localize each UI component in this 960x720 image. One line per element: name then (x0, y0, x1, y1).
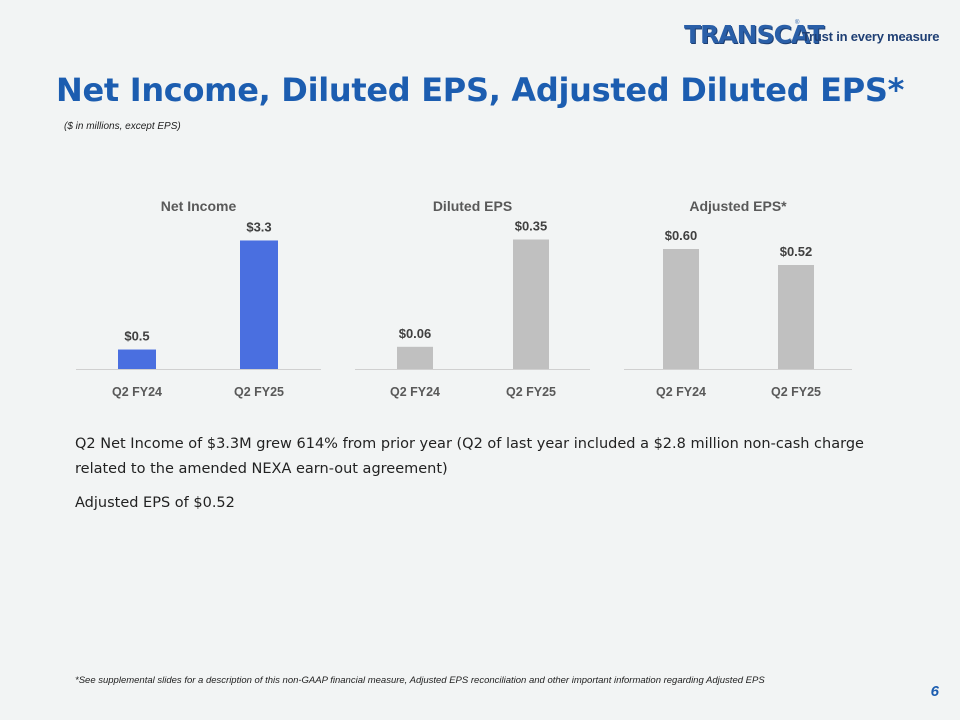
tick-label-diluted-eps-q2-fy24: Q2 FY24 (390, 385, 440, 399)
bar-adjusted-eps-q2-fy24 (663, 249, 699, 369)
logo-brand: TRANSCAT (684, 20, 824, 49)
tick-label-diluted-eps-q2-fy25: Q2 FY25 (506, 385, 556, 399)
summary-paragraph-net-income: Q2 Net Income of $3.3M grew 614% from pr… (75, 436, 864, 477)
transcat-logo: TRANSCAT ® Trust in every measure (684, 20, 939, 52)
bar-adjusted-eps-q2-fy25 (778, 265, 814, 369)
data-label-net-income-q2-fy25: $3.3 (246, 219, 271, 234)
logo-trademark: ® (795, 20, 800, 26)
bar-net-income-q2-fy25 (240, 240, 278, 369)
tick-label-adjusted-eps-q2-fy25: Q2 FY25 (771, 385, 821, 399)
logo-tagline: Trust in every measure (802, 29, 940, 44)
bar-net-income-q2-fy24 (118, 349, 156, 369)
data-label-diluted-eps-q2-fy25: $0.35 (515, 219, 548, 234)
summary-text: Q2 Net Income of $3.3M grew 614% from pr… (75, 432, 875, 525)
data-label-adjusted-eps-q2-fy25: $0.52 (780, 244, 813, 259)
tick-label-net-income-q2-fy24: Q2 FY24 (112, 385, 162, 399)
units-note: ($ in millions, except EPS) (64, 121, 181, 132)
bar-diluted-eps-q2-fy25 (513, 239, 549, 369)
bar-charts: Net Income $0.5 Q2 FY24 $3.3 Q2 FY25 Diluted … (76, 198, 852, 399)
tick-label-net-income-q2-fy25: Q2 FY25 (234, 385, 284, 399)
chart-title-diluted-eps: Diluted EPS (433, 198, 512, 214)
data-label-net-income-q2-fy24: $0.5 (124, 329, 149, 344)
tick-label-adjusted-eps-q2-fy24: Q2 FY24 (656, 385, 706, 399)
data-label-diluted-eps-q2-fy24: $0.06 (399, 326, 432, 341)
bar-diluted-eps-q2-fy24 (397, 346, 433, 369)
slide-title: Net Income, Diluted EPS, Adjusted Dilute… (56, 71, 905, 109)
chart-title-net-income: Net Income (161, 198, 237, 214)
page-number: 6 (930, 683, 939, 700)
footnote: *See supplemental slides for a descripti… (75, 675, 765, 686)
chart-title-adjusted-eps: Adjusted EPS* (689, 198, 787, 214)
data-label-adjusted-eps-q2-fy24: $0.60 (665, 228, 698, 243)
summary-paragraph-adjusted-eps: Adjusted EPS of $0.52 (75, 495, 235, 511)
